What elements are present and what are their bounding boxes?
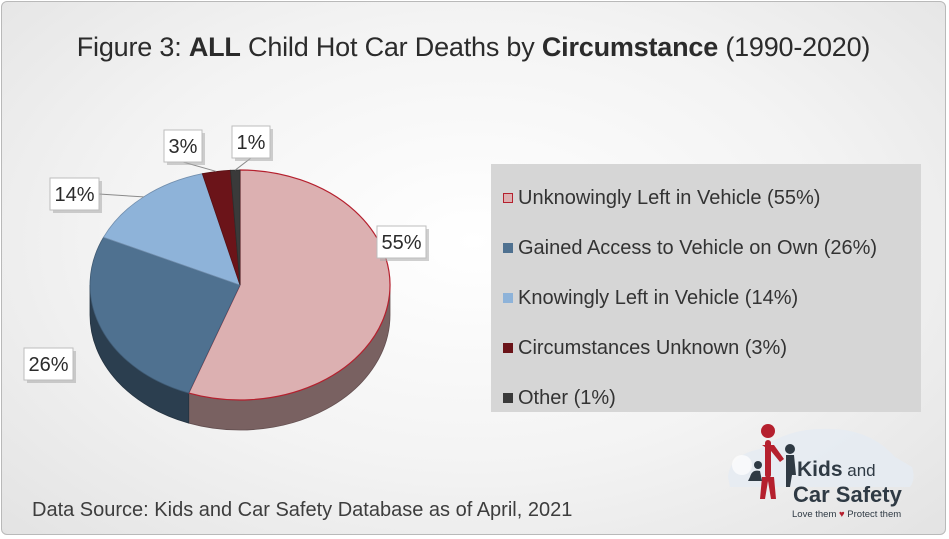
legend-swatch	[503, 243, 513, 253]
data-label-box	[231, 125, 271, 159]
legend-swatch	[503, 393, 513, 403]
legend-label: Gained Access to Vehicle on Own (26%)	[518, 236, 878, 259]
legend-label: Circumstances Unknown (3%)	[518, 336, 787, 359]
data-label: 14%	[54, 184, 94, 206]
legend-label: Other (1%)	[518, 386, 616, 409]
data-label-box	[23, 347, 74, 381]
data-label: 55%	[381, 232, 421, 254]
title-middle: Child Hot Car Deaths by	[240, 32, 542, 62]
logo-text-kids: Kids and	[797, 458, 876, 481]
pie-slice	[187, 169, 391, 401]
data-source-note: Data Source: Kids and Car Safety Databas…	[32, 499, 573, 521]
legend-item: Unknowingly Left in Vehicle (55%)	[491, 173, 921, 223]
legend: Unknowingly Left in Vehicle (55%) Gained …	[491, 164, 921, 412]
legend-swatch	[503, 293, 513, 303]
legend-item: Circumstances Unknown (3%)	[491, 323, 921, 373]
legend-label: Knowingly Left in Vehicle (14%)	[518, 286, 799, 309]
pie-slice	[89, 236, 241, 394]
legend-item: Knowingly Left in Vehicle (14%)	[491, 273, 921, 323]
data-label: 1%	[237, 132, 266, 154]
kids-and-car-safety-logo	[728, 424, 914, 499]
pie-slice	[230, 169, 241, 286]
title-bold-all: ALL	[188, 32, 241, 62]
pie-slice	[102, 173, 241, 286]
legend-label: Unknowingly Left in Vehicle (55%)	[518, 186, 821, 209]
data-label-box	[376, 225, 427, 259]
title-suffix: (1990-2020)	[718, 32, 871, 62]
logo-text-car-safety: Car Safety	[793, 482, 902, 507]
chart-title: Figure 3: ALL Child Hot Car Deaths by Ci…	[2, 32, 945, 63]
title-bold-circumstance: Circumstance	[541, 32, 719, 62]
legend-swatch	[503, 193, 513, 203]
data-label: 3%	[169, 136, 198, 158]
logo-tagline: Love them ♥ Protect them	[792, 509, 902, 520]
data-label-box	[163, 129, 203, 163]
title-prefix: Figure 3:	[76, 32, 189, 62]
data-label: 26%	[28, 354, 68, 376]
label-leader-line	[98, 193, 144, 198]
legend-item: Other (1%)	[491, 373, 921, 423]
data-label-box	[49, 177, 100, 211]
legend-swatch	[503, 343, 513, 353]
legend-item: Gained Access to Vehicle on Own (26%)	[491, 223, 921, 273]
